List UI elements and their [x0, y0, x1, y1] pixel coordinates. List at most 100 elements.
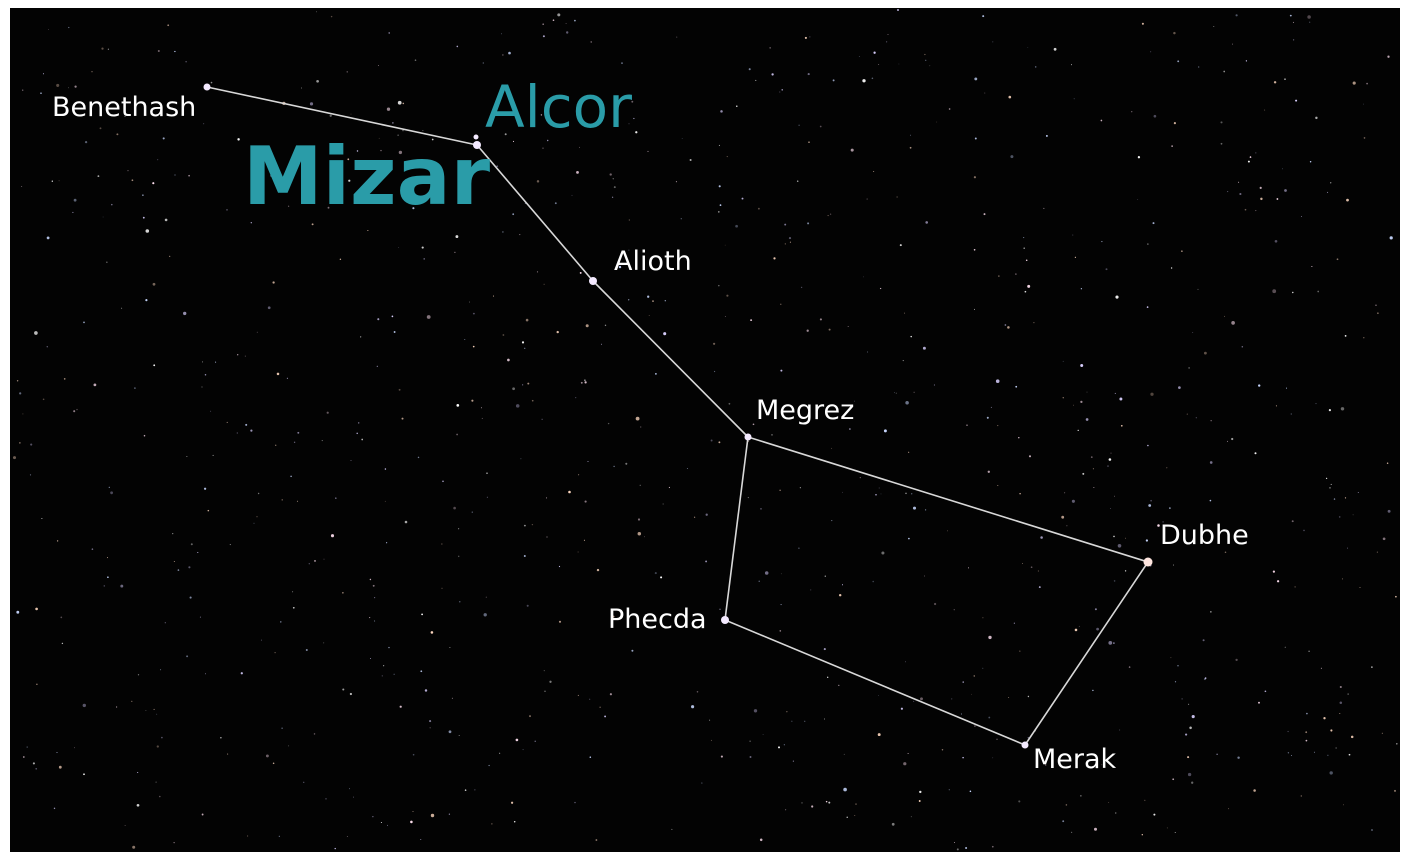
background-star: [1258, 384, 1260, 386]
background-star: [781, 604, 782, 605]
background-star: [929, 65, 930, 66]
background-star: [456, 434, 458, 436]
background-star: [1091, 456, 1093, 458]
background-star: [749, 68, 751, 70]
background-star: [908, 452, 909, 453]
background-star: [808, 142, 809, 143]
background-star: [894, 392, 895, 393]
background-star: [316, 11, 317, 12]
background-star: [974, 675, 975, 676]
background-star: [553, 19, 555, 21]
background-star: [975, 138, 977, 140]
background-star: [988, 636, 991, 639]
background-star: [421, 614, 423, 616]
background-star: [441, 544, 442, 545]
background-star: [992, 846, 994, 848]
background-star: [19, 442, 20, 443]
background-star: [153, 364, 155, 366]
background-star: [1210, 611, 1211, 612]
background-star: [1008, 697, 1009, 698]
background-star: [578, 552, 579, 553]
background-star: [457, 46, 459, 48]
background-star: [790, 242, 791, 243]
background-star: [35, 608, 38, 611]
background-star: [942, 749, 943, 750]
background-star: [423, 258, 425, 260]
background-star: [610, 693, 612, 695]
background-star: [1284, 189, 1287, 192]
background-star: [636, 417, 640, 421]
background-star: [1039, 586, 1041, 588]
background-star: [138, 674, 139, 675]
background-star: [167, 24, 169, 26]
background-star: [910, 336, 911, 337]
star-label: Alcor: [485, 73, 632, 141]
background-star: [535, 741, 536, 742]
background-star: [1072, 500, 1075, 503]
background-star: [842, 492, 843, 493]
star: [721, 616, 729, 624]
star-label: Merak: [1033, 744, 1117, 775]
background-star: [57, 540, 58, 541]
background-star: [1175, 832, 1176, 833]
background-star: [665, 300, 666, 301]
background-star: [1023, 247, 1025, 249]
background-star: [258, 493, 259, 494]
background-star: [778, 746, 780, 748]
background-star: [1188, 773, 1191, 776]
background-star: [884, 429, 887, 432]
background-star: [36, 684, 37, 685]
background-star: [178, 569, 180, 571]
background-star: [1029, 455, 1031, 457]
background-star: [711, 740, 712, 741]
background-star: [589, 699, 590, 700]
background-star: [429, 720, 431, 722]
background-star: [1188, 367, 1190, 369]
background-star: [829, 329, 831, 331]
background-star: [770, 47, 771, 48]
background-star: [1119, 729, 1120, 730]
background-star: [1232, 44, 1233, 45]
background-star: [174, 561, 175, 562]
background-star: [369, 617, 370, 618]
background-star: [595, 839, 597, 841]
background-star: [294, 442, 295, 443]
background-star: [1239, 193, 1241, 195]
background-star: [56, 84, 59, 87]
background-star: [1096, 628, 1099, 631]
background-star: [543, 35, 545, 37]
background-star: [779, 92, 780, 93]
background-star: [1142, 23, 1144, 25]
background-star: [1008, 96, 1011, 99]
background-star: [220, 737, 221, 738]
background-star: [949, 108, 951, 110]
background-star: [361, 439, 363, 441]
background-star: [205, 673, 206, 674]
background-star: [1092, 690, 1093, 691]
background-star: [83, 704, 86, 707]
background-star: [1293, 39, 1294, 40]
background-star: [904, 313, 905, 314]
background-star: [996, 379, 1000, 383]
background-star: [174, 842, 175, 843]
background-star: [781, 89, 782, 90]
background-star: [293, 607, 295, 609]
background-star: [1167, 827, 1168, 828]
background-star: [52, 181, 53, 182]
background-star: [22, 413, 23, 414]
background-star: [1173, 565, 1174, 566]
background-star: [1210, 500, 1212, 502]
background-star: [1015, 386, 1017, 388]
background-star: [1125, 538, 1126, 539]
background-star: [881, 551, 884, 554]
background-star: [442, 480, 444, 482]
background-star: [1396, 743, 1398, 745]
background-star: [875, 494, 877, 496]
background-star: [718, 211, 720, 213]
star: [589, 277, 597, 285]
background-star: [720, 110, 723, 113]
background-star: [373, 585, 375, 587]
background-star: [749, 741, 750, 742]
background-star: [1287, 731, 1288, 732]
background-star: [1345, 497, 1346, 498]
